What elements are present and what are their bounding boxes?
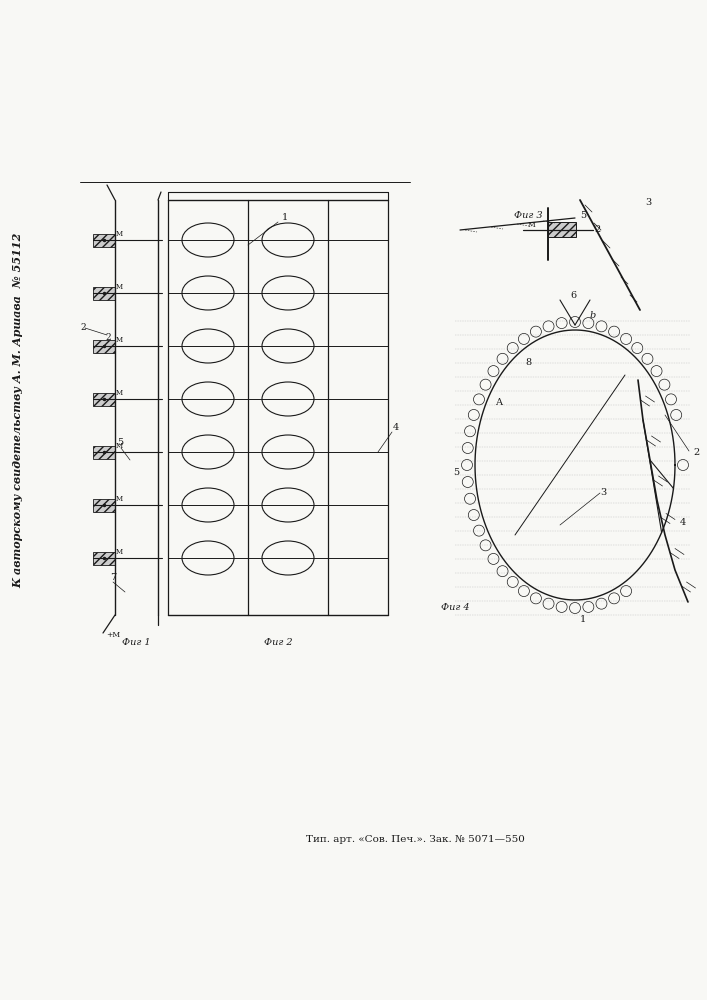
Text: b: b [590, 311, 596, 320]
Text: 2: 2 [105, 333, 110, 342]
Text: Фиг 2: Фиг 2 [264, 638, 292, 647]
Text: 2: 2 [80, 323, 86, 332]
Text: 4: 4 [680, 518, 686, 527]
Text: +M: +M [106, 631, 120, 639]
Text: Фиг 1: Фиг 1 [122, 638, 151, 647]
Bar [93, 286, 115, 300]
Text: M: M [116, 442, 123, 450]
Text: M: M [528, 221, 536, 229]
Text: 8: 8 [525, 358, 531, 367]
Text: 2: 2 [693, 448, 699, 457]
Text: 5: 5 [117, 438, 123, 447]
Text: A: A [495, 398, 502, 407]
Text: 3: 3 [600, 488, 606, 497]
Bar [93, 446, 115, 458]
Bar [93, 552, 115, 564]
Bar [548, 222, 576, 237]
Text: 3: 3 [645, 198, 651, 207]
Bar [93, 392, 115, 406]
Text: 1: 1 [282, 213, 288, 222]
Text: 5: 5 [580, 211, 586, 220]
Text: M: M [116, 548, 123, 556]
Text: M: M [116, 495, 123, 503]
Bar [93, 233, 115, 246]
Text: 1: 1 [580, 615, 586, 624]
Text: M: M [116, 283, 123, 291]
Text: 4: 4 [393, 423, 399, 432]
Text: 6: 6 [570, 291, 576, 300]
Text: M: M [116, 230, 123, 238]
Text: К авторскому свидетельству А. М. Аршава  № 55112: К авторскому свидетельству А. М. Аршава … [13, 232, 23, 588]
Text: 5: 5 [453, 468, 459, 477]
Text: M: M [116, 389, 123, 397]
Bar [93, 498, 115, 512]
Text: Фиг 4: Фиг 4 [440, 603, 469, 612]
Bar [93, 340, 115, 353]
Text: 2: 2 [594, 225, 600, 234]
Text: 7: 7 [110, 573, 116, 582]
Text: M: M [116, 336, 123, 344]
Text: Тип. арт. «Сов. Печ.». Зак. № 5071—550: Тип. арт. «Сов. Печ.». Зак. № 5071—550 [305, 836, 525, 844]
Text: Фиг 3: Фиг 3 [514, 211, 542, 220]
